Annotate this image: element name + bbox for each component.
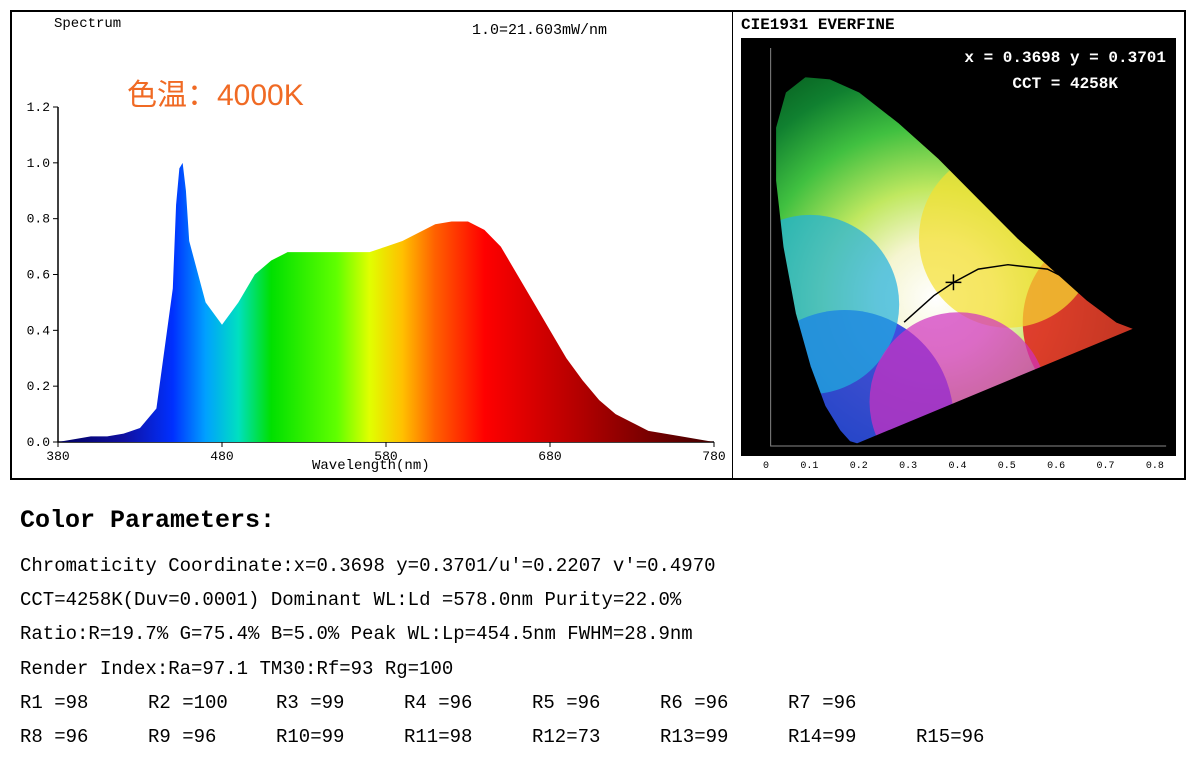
cie-xtick: 0.2 [850,461,868,472]
ri-value: R13=99 [660,720,788,754]
ri-value: R5 =96 [532,686,660,720]
svg-text:1.2: 1.2 [27,100,50,115]
cie-readout: x = 0.3698 y = 0.3701 CCT = 4258K [964,46,1166,97]
ri-value: R10=99 [276,720,404,754]
spectrum-xlabel: Wavelength(nm) [312,458,430,474]
ri-row-2: R8 =96R9 =96R10=99R11=98R12=73R13=99R14=… [20,720,1176,754]
ri-value: R12=73 [532,720,660,754]
ri-value: R1 =98 [20,686,148,720]
cie-panel: CIE1931 EVERFINE x = 0.3698 y = 0.3701 C… [733,12,1184,478]
ri-value: R8 =96 [20,720,148,754]
cie-xtick: 0.3 [899,461,917,472]
svg-text:0.6: 0.6 [27,268,50,283]
cie-chromaticity-diagram [741,38,1176,456]
cie-xtick: 0.7 [1097,461,1115,472]
cie-xtick: 0.8 [1146,461,1164,472]
svg-text:780: 780 [702,449,725,464]
ri-value: R15=96 [916,720,984,754]
params-line-render: Render Index:Ra=97.1 TM30:Rf=93 Rg=100 [20,652,1176,686]
cie-xtick: 0 [763,461,769,472]
spectrum-chart: 0.00.20.40.60.81.01.2380480580680780 [12,12,732,482]
params-line-cct: CCT=4258K(Duv=0.0001) Dominant WL:Ld =57… [20,583,1176,617]
svg-text:680: 680 [538,449,561,464]
ri-value: R2 =100 [148,686,276,720]
ri-value: R4 =96 [404,686,532,720]
svg-text:0.8: 0.8 [27,212,50,227]
cie-xaxis-ticks: 0 0.1 0.2 0.3 0.4 0.5 0.6 0.7 0.8 [763,461,1164,472]
cie-xtick: 0.6 [1047,461,1065,472]
color-parameters: Color Parameters: Chromaticity Coordinat… [10,480,1186,754]
spectrum-panel: Spectrum 1.0=21.603mW/nm 色温：4000K 0.00.2… [12,12,733,478]
svg-text:1.0: 1.0 [27,156,50,171]
cie-xtick: 0.1 [800,461,818,472]
cie-cct-readout: CCT = 4258K [964,72,1166,98]
ri-value: R6 =96 [660,686,788,720]
svg-text:380: 380 [46,449,69,464]
cie-title: CIE1931 EVERFINE [741,16,895,34]
ri-value: R14=99 [788,720,916,754]
ri-value: R9 =96 [148,720,276,754]
ri-row-1: R1 =98R2 =100R3 =99R4 =96R5 =96R6 =96R7 … [20,686,1176,720]
params-line-ratio: Ratio:R=19.7% G=75.4% B=5.0% Peak WL:Lp=… [20,617,1176,651]
top-row: Spectrum 1.0=21.603mW/nm 色温：4000K 0.00.2… [10,10,1186,480]
svg-text:0.0: 0.0 [27,435,50,450]
cie-xy-readout: x = 0.3698 y = 0.3701 [964,46,1166,72]
params-title: Color Parameters: [20,498,1176,543]
ri-value: R3 =99 [276,686,404,720]
cie-xtick: 0.5 [998,461,1016,472]
ri-value: R11=98 [404,720,532,754]
svg-text:480: 480 [210,449,233,464]
ri-value: R7 =96 [788,686,916,720]
cie-xtick: 0.4 [948,461,966,472]
svg-text:0.2: 0.2 [27,379,50,394]
svg-text:0.4: 0.4 [27,323,51,338]
cie-plot-bg [741,38,1176,456]
params-line-chromaticity: Chromaticity Coordinate:x=0.3698 y=0.370… [20,549,1176,583]
